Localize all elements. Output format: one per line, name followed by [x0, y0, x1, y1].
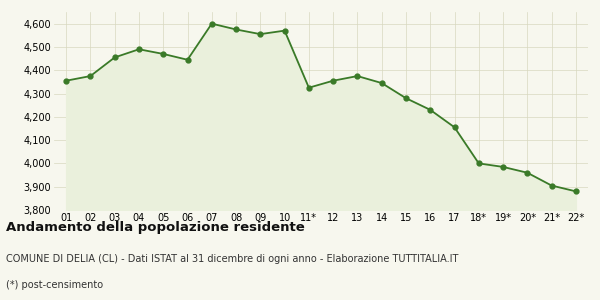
Text: COMUNE DI DELIA (CL) - Dati ISTAT al 31 dicembre di ogni anno - Elaborazione TUT: COMUNE DI DELIA (CL) - Dati ISTAT al 31 …: [6, 254, 458, 263]
Text: Andamento della popolazione residente: Andamento della popolazione residente: [6, 220, 305, 233]
Text: (*) post-censimento: (*) post-censimento: [6, 280, 103, 290]
